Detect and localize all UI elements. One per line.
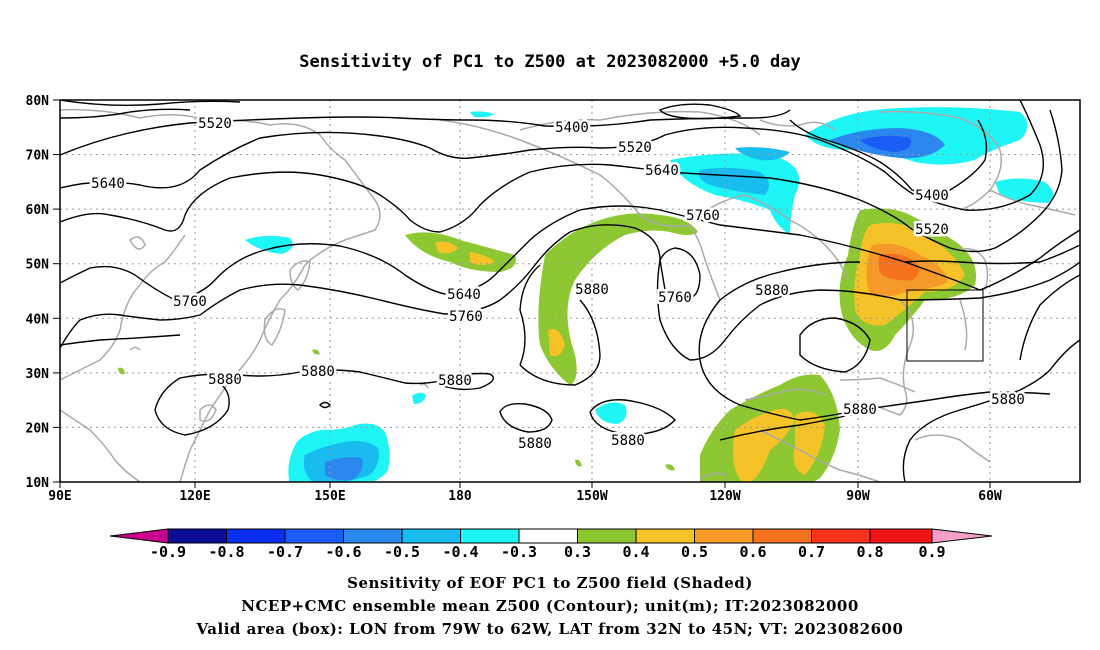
lon-label: 150E <box>314 489 345 504</box>
caption: Sensitivity of EOF PC1 to Z500 field (Sh… <box>196 574 904 638</box>
longitude-axis: 90E 120E 150E 180 150W 120W 90W 60W <box>48 482 1002 504</box>
contour-label: 5640 <box>645 163 679 179</box>
colorbar-label: 0.7 <box>798 543 825 561</box>
latitude-axis: 80N 70N 60N 50N 40N 30N 20N 10N <box>26 94 60 491</box>
colorbar-label: 0.9 <box>918 543 945 561</box>
colorbar-label: -0.4 <box>442 543 478 561</box>
lon-label: 120E <box>179 489 210 504</box>
map-frame <box>59 99 1081 483</box>
contour-label: 5880 <box>518 436 552 452</box>
colorbar: -0.9 -0.8 -0.7 -0.6 -0.5 -0.4 -0.3 0.3 0… <box>109 528 993 561</box>
colorbar-swatch <box>167 528 227 544</box>
colorbar-label: -0.8 <box>208 543 244 561</box>
lat-label: 50N <box>26 258 50 273</box>
map-area: 5400 5400 5520 5520 5520 5640 5640 5640 … <box>60 100 1080 482</box>
colorbar-swatch <box>752 528 812 544</box>
positive-sensitivity-shading <box>118 208 976 482</box>
contour-label: 5760 <box>173 294 207 310</box>
contour-label: 5520 <box>618 140 652 156</box>
colorbar-label: 0.8 <box>856 543 883 561</box>
lat-label: 70N <box>26 149 50 164</box>
colorbar-swatch <box>343 528 403 544</box>
lon-label: 150W <box>576 489 607 504</box>
colorbar-label: -0.7 <box>267 543 303 561</box>
contour-label: 5640 <box>91 176 125 192</box>
colorbar-swatch <box>460 528 520 544</box>
contour-label: 5880 <box>843 402 877 418</box>
lat-label: 30N <box>26 367 50 382</box>
contour-label: 5880 <box>301 364 335 380</box>
contour-label: 5880 <box>208 372 242 388</box>
colorbar-label: 0.6 <box>739 543 766 561</box>
lat-label: 60N <box>26 203 50 218</box>
colorbar-high-triangle <box>931 528 993 544</box>
lon-label: 90W <box>846 489 870 504</box>
lon-label: 90E <box>48 489 71 504</box>
lon-label: 180 <box>448 489 472 504</box>
contour-label: 5400 <box>555 120 589 136</box>
gridlines <box>60 100 1080 482</box>
caption-line-2: NCEP+CMC ensemble mean Z500 (Contour); u… <box>241 597 859 615</box>
colorbar-label: -0.5 <box>384 543 420 561</box>
contour-label: 5520 <box>198 116 232 132</box>
contour-label: 5880 <box>611 433 645 449</box>
valid-area-box <box>906 289 984 362</box>
contour-label: 5760 <box>658 290 692 306</box>
colorbar-label: 0.5 <box>681 543 708 561</box>
colorbar-swatch <box>694 528 754 544</box>
caption-line-3: Valid area (box): LON from 79W to 62W, L… <box>196 620 904 638</box>
contour-label: 5880 <box>438 373 472 389</box>
lat-label: 40N <box>26 312 50 327</box>
colorbar-low-triangle <box>109 528 169 544</box>
colorbar-swatch <box>226 528 286 544</box>
colorbar-label: -0.6 <box>325 543 361 561</box>
negative-sensitivity-shading <box>245 107 1054 482</box>
colorbar-swatch <box>401 528 461 544</box>
contour-label: 5880 <box>575 282 609 298</box>
contour-label: 5760 <box>686 208 720 224</box>
colorbar-swatch <box>518 528 578 544</box>
z500-contours <box>60 100 1080 482</box>
colorbar-swatch <box>635 528 695 544</box>
map-title: Sensitivity of PC1 to Z500 at 2023082000… <box>299 52 801 72</box>
caption-line-1: Sensitivity of EOF PC1 to Z500 field (Sh… <box>347 574 753 592</box>
contour-label: 5520 <box>915 222 949 238</box>
contour-labels: 5400 5400 5520 5520 5520 5640 5640 5640 … <box>89 114 1028 455</box>
colorbar-label: 0.3 <box>564 543 591 561</box>
colorbar-swatch <box>284 528 344 544</box>
contour-label: 5880 <box>755 283 789 299</box>
colorbar-swatch <box>577 528 637 544</box>
colorbar-label: -0.3 <box>501 543 537 561</box>
lat-label: 80N <box>26 94 50 109</box>
colorbar-swatch <box>811 528 871 544</box>
contour-label: 5760 <box>449 309 483 325</box>
contour-label: 5400 <box>915 188 949 204</box>
lon-label: 120W <box>709 489 740 504</box>
colorbar-label: 0.4 <box>622 543 649 561</box>
lat-label: 20N <box>26 421 50 436</box>
lat-label: 10N <box>26 476 50 491</box>
colorbar-label: -0.9 <box>150 543 186 561</box>
contour-label: 5880 <box>991 392 1025 408</box>
colorbar-swatch <box>869 528 933 544</box>
lon-label: 60W <box>978 489 1002 504</box>
contour-label: 5640 <box>447 287 481 303</box>
